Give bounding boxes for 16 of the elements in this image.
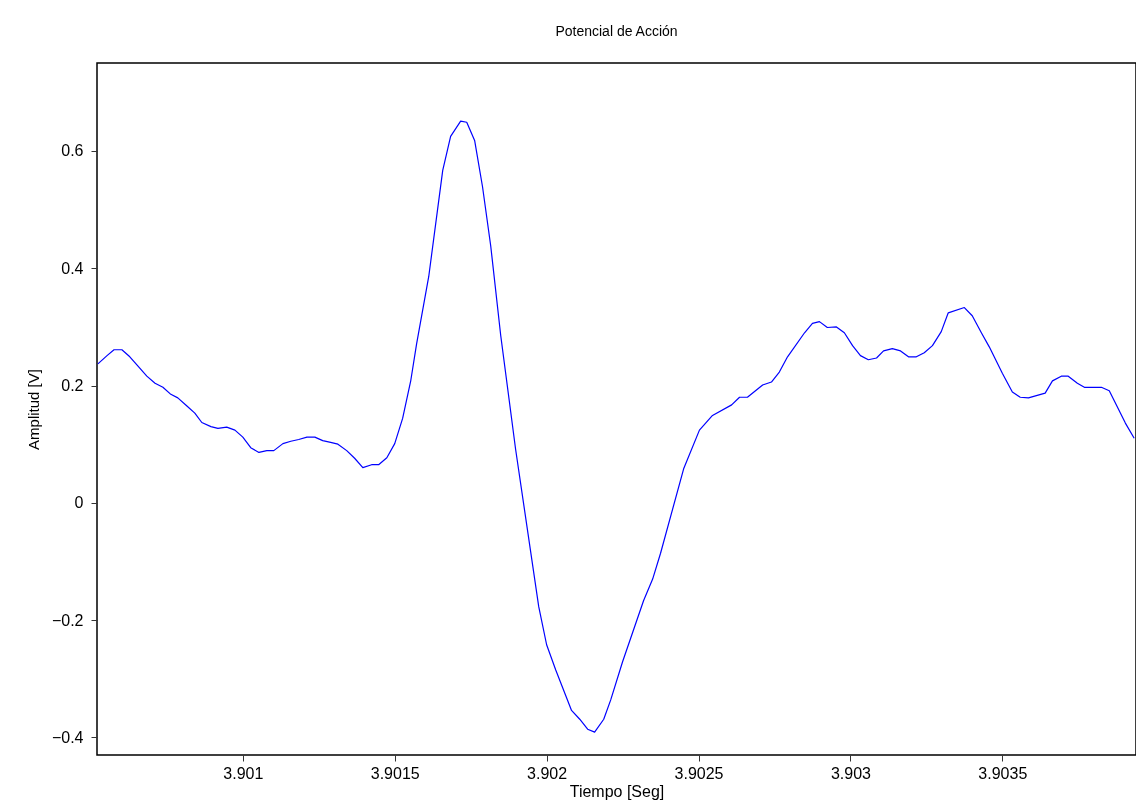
- y-tick-label: 0.2: [61, 377, 84, 395]
- y-tick-label: −0.4: [51, 728, 84, 746]
- x-tick-label: 3.903: [830, 764, 872, 782]
- x-axis-title: Tiempo [Seg]: [569, 782, 665, 800]
- y-tick-label: 0.4: [61, 259, 84, 277]
- line-series: [97, 120, 1135, 733]
- y-axis-title: Amplitud [V]: [24, 369, 42, 450]
- x-tick-label: 3.9015: [370, 764, 420, 782]
- x-tick-label: 3.901: [223, 764, 264, 782]
- chart-title: Potencial de Acción: [555, 23, 678, 39]
- y-tick-label: −0.2: [51, 611, 84, 629]
- y-tick-label: 0: [74, 494, 84, 512]
- x-tick-label: 3.9035: [978, 764, 1028, 782]
- y-tick-label: 0.6: [61, 142, 84, 160]
- x-tick-label: 3.9025: [674, 764, 724, 782]
- x-tick-label: 3.902: [527, 764, 568, 782]
